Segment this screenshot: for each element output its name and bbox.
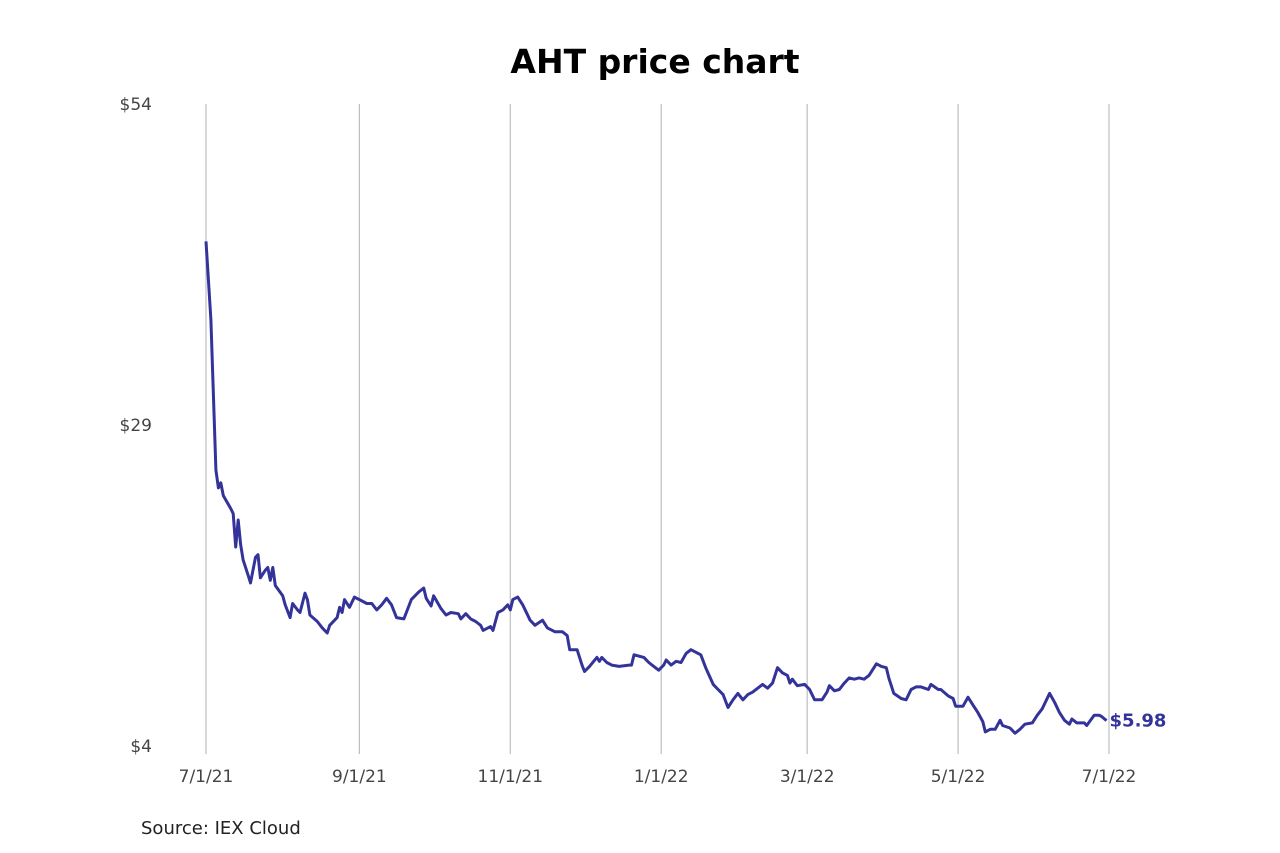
- x-tick-label: 5/1/22: [931, 767, 986, 787]
- y-axis-ticks: $54 $29 $4: [120, 95, 152, 757]
- x-tick-label: 11/1/21: [478, 767, 544, 787]
- source-note: Source: IEX Cloud: [141, 818, 301, 839]
- x-tick-label: 7/1/22: [1082, 767, 1137, 787]
- x-tick-label: 3/1/22: [780, 767, 835, 787]
- last-price-label: $5.98: [1110, 711, 1167, 732]
- chart-title: AHT price chart: [510, 42, 799, 81]
- x-tick-label: 1/1/22: [634, 767, 689, 787]
- y-tick-label: $29: [120, 416, 152, 436]
- gridlines: [205, 104, 1110, 754]
- y-tick-label: $54: [120, 95, 152, 115]
- y-tick-label: $4: [130, 737, 152, 757]
- x-tick-label: 9/1/21: [332, 767, 387, 787]
- x-tick-label: 7/1/21: [179, 767, 234, 787]
- x-axis-ticks: 7/1/21 9/1/21 11/1/21 1/1/22 3/1/22 5/1/22 7/1…: [179, 767, 1137, 787]
- price-line-aht: [204, 241, 1108, 735]
